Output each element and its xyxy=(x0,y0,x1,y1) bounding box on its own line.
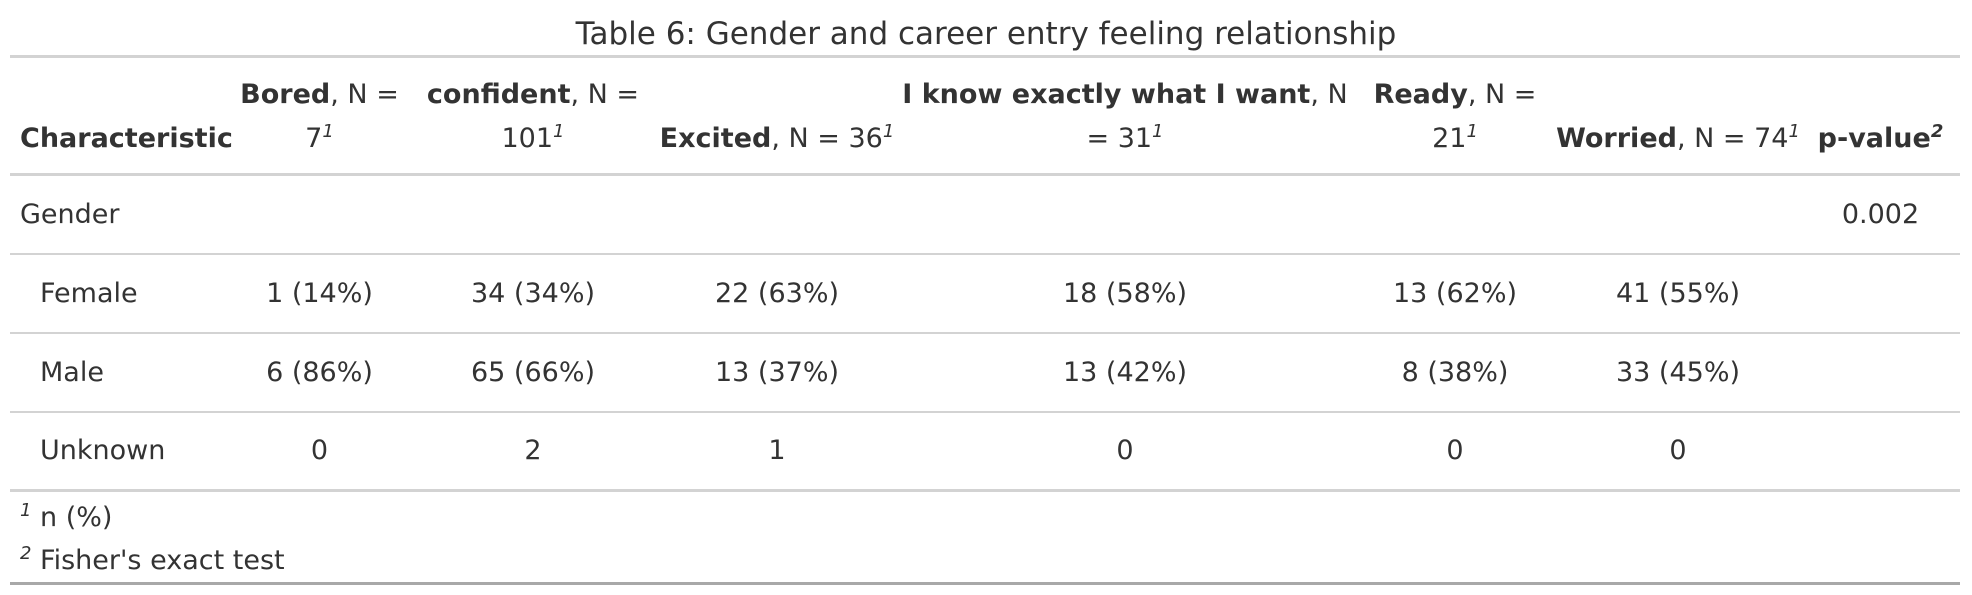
header-worried: Worried, N = 741 xyxy=(1555,56,1801,176)
table-cell xyxy=(1555,174,1801,255)
table-cell: 22 (63%) xyxy=(659,253,895,334)
table-title: Table 6: Gender and career entry feeling… xyxy=(575,16,1397,52)
table-cell: 0 xyxy=(310,435,329,467)
header-row: Characteristic Bored, N = 71 confident, … xyxy=(10,56,1960,176)
row-label: Female xyxy=(10,253,232,334)
summary-table: Characteristic Bored, N = 71 confident, … xyxy=(10,55,1960,585)
table-row: Male 6 (86%) 65 (66%) 13 (37%) 13 (42%) … xyxy=(10,332,1960,413)
table-cell xyxy=(232,174,407,255)
table-cell: 0 xyxy=(1669,435,1687,467)
table-cell xyxy=(659,174,895,255)
pvalue-cell: 0.002 xyxy=(1801,174,1960,255)
table-row: Unknown 0 2 1 0 0 0 xyxy=(10,412,1960,491)
footnote: 1 n (%) xyxy=(10,489,1960,539)
table-row: Female 1 (14%) 34 (34%) 22 (63%) 18 (58%… xyxy=(10,253,1960,334)
table-cell: 41 (55%) xyxy=(1555,253,1801,334)
table-cell: 33 (45%) xyxy=(1555,332,1801,413)
table-cell: 13 (62%) xyxy=(1355,253,1555,334)
footnote-row: 1 n (%) xyxy=(10,489,1960,539)
table-cell: 18 (58%) xyxy=(895,253,1355,334)
table-cell: 1 xyxy=(768,435,786,467)
footnote: 2 Fisher's exact test xyxy=(20,543,285,577)
header-pvalue: p-value2 xyxy=(1801,56,1960,176)
header-excited: Excited, N = 361 xyxy=(659,56,895,176)
table-cell xyxy=(1355,174,1555,255)
table-cell: 13 (42%) xyxy=(895,332,1355,413)
row-label: Gender xyxy=(10,174,232,255)
pvalue-cell xyxy=(1801,412,1960,491)
header-ready: Ready, N = 211 xyxy=(1355,56,1555,176)
pvalue-cell xyxy=(1801,253,1960,334)
footnote-row: 2 Fisher's exact test xyxy=(10,539,1960,584)
row-label: Male xyxy=(10,332,232,413)
header-characteristic: Characteristic xyxy=(10,56,233,176)
table-cell: 0 xyxy=(1446,435,1464,467)
header-confident: confident, N = 1011 xyxy=(407,56,659,176)
table-row: Gender 0.002 xyxy=(10,174,1960,255)
table-cell xyxy=(895,174,1355,255)
table-cell: 1 (14%) xyxy=(232,253,407,334)
table-cell: 34 (34%) xyxy=(407,253,659,334)
header-i-know-what-i-want: I know exactly what I want, N = 311 xyxy=(895,56,1355,176)
row-label: Unknown xyxy=(40,435,166,467)
header-bored: Bored, N = 71 xyxy=(232,56,407,176)
table-cell: 13 (37%) xyxy=(659,332,895,413)
table-cell: 65 (66%) xyxy=(407,332,659,413)
table-cell: 2 xyxy=(524,435,542,467)
table-cell xyxy=(407,174,659,255)
table-cell: 6 (86%) xyxy=(232,332,407,413)
table-cell: 8 (38%) xyxy=(1355,332,1555,413)
pvalue-cell xyxy=(1801,332,1960,413)
table-cell: 0 xyxy=(1116,435,1134,467)
